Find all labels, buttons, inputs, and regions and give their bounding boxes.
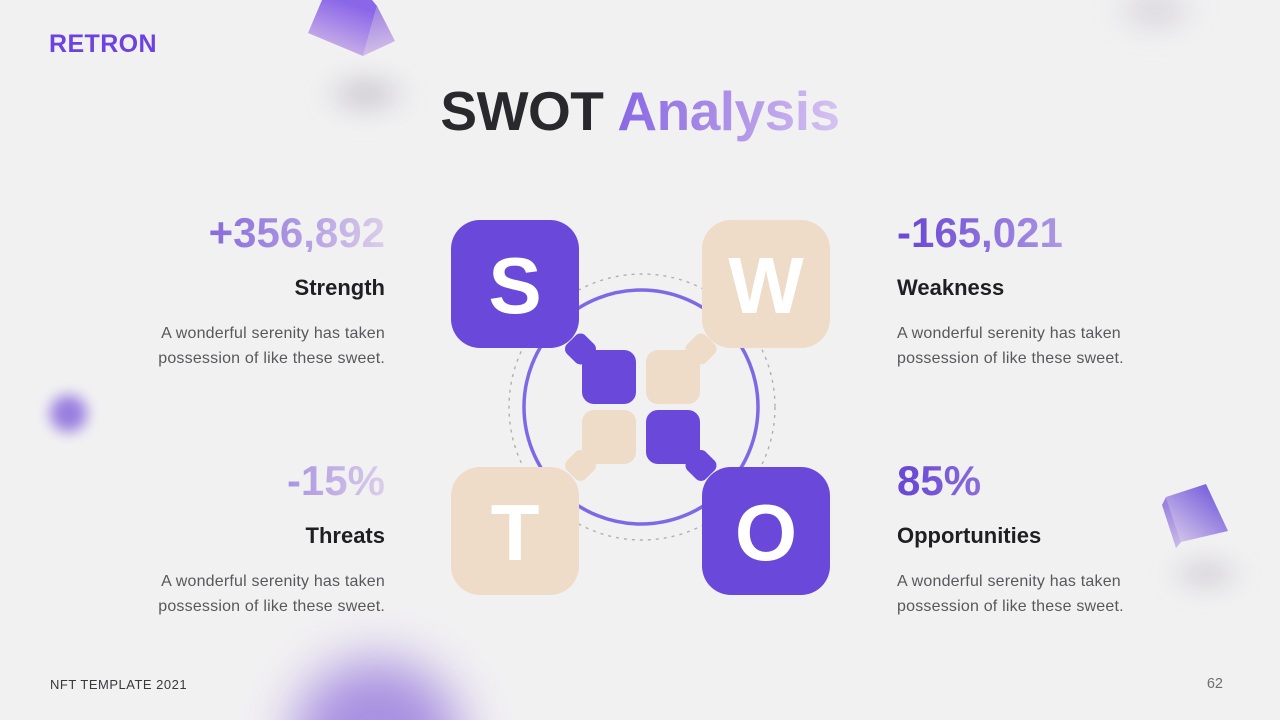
weakness-label: Weakness	[897, 275, 1005, 300]
corner-shadow-blob	[1090, 0, 1220, 50]
swot-node-o	[646, 410, 700, 464]
swot-letter-t: T	[491, 488, 540, 577]
strength-value: +356,892	[133, 212, 385, 254]
swot-letter-w: W	[728, 241, 804, 330]
quadrant-opportunities: 85% Opportunities A wonderful serenity h…	[897, 460, 1149, 619]
purple-blur-blob	[293, 660, 461, 720]
purple-dot-decoration	[50, 395, 87, 432]
weakness-description: A wonderful serenity has taken possessio…	[897, 325, 1124, 367]
threats-description: A wonderful serenity has taken possessio…	[158, 573, 385, 615]
quadrant-strength: +356,892 Strength A wonderful serenity h…	[133, 212, 385, 371]
threats-value: -15%	[133, 460, 385, 502]
cube-3d-icon-top	[308, 0, 395, 56]
swot-square-w	[702, 220, 830, 348]
swot-square-t	[451, 467, 579, 595]
swot-square-o	[702, 467, 830, 595]
page-title: SWOT Analysis	[0, 80, 1280, 142]
swot-node-w	[646, 350, 700, 404]
threats-label: Threats	[305, 523, 385, 548]
opportunities-description: A wonderful serenity has taken possessio…	[897, 573, 1124, 615]
swot-letter-o: O	[735, 488, 797, 577]
swot-square-s	[451, 220, 579, 348]
strength-description: A wonderful serenity has taken possessio…	[158, 325, 385, 367]
quadrant-threats: -15% Threats A wonderful serenity has ta…	[133, 460, 385, 619]
opportunities-value: 85%	[897, 460, 1149, 502]
strength-label: Strength	[294, 275, 385, 300]
swot-node-s	[582, 350, 636, 404]
title-word-accent: Analysis	[617, 80, 840, 142]
cube-shadow-right	[1150, 547, 1262, 601]
cube-3d-icon-right	[1162, 484, 1228, 548]
weakness-value: -165,021	[897, 212, 1149, 254]
footer-text: NFT TEMPLATE 2021	[50, 677, 188, 692]
opportunities-label: Opportunities	[897, 523, 1042, 548]
logo: RETRON	[49, 30, 157, 58]
solid-circle	[522, 288, 760, 526]
swot-node-t	[582, 410, 636, 464]
page-number: 62	[1206, 676, 1223, 692]
title-word-dark: SWOT	[440, 80, 604, 142]
swot-letter-s: S	[488, 241, 541, 330]
dashed-circle	[508, 273, 776, 541]
quadrant-weakness: -165,021 Weakness A wonderful serenity h…	[897, 212, 1149, 371]
swot-diagram: S W T O	[451, 220, 830, 595]
